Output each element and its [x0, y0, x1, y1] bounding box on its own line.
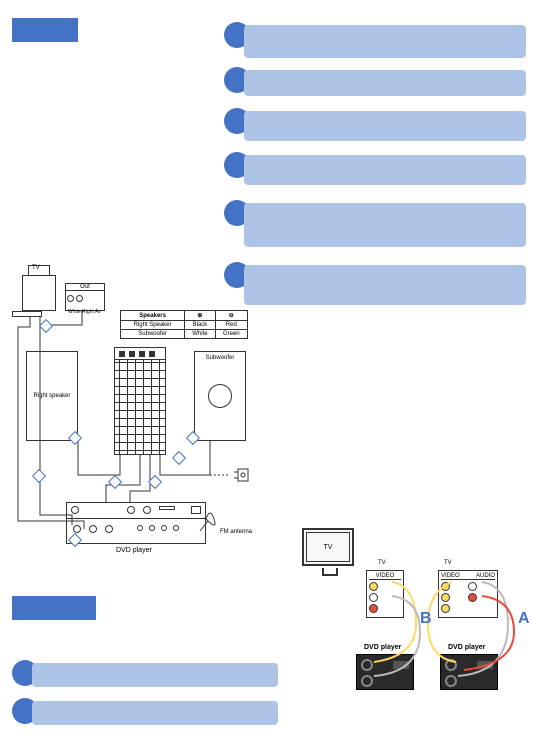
step-text	[244, 70, 526, 96]
tv-label: TV	[32, 265, 40, 271]
step-text	[244, 265, 526, 305]
section-header-2	[12, 596, 96, 620]
step-text	[32, 663, 278, 687]
step-text	[244, 111, 526, 141]
label-b: B	[420, 610, 432, 628]
step-text	[244, 203, 526, 247]
step-text	[32, 701, 278, 725]
step-text	[244, 25, 526, 58]
step-text	[244, 155, 526, 185]
section-header-1	[12, 18, 78, 42]
label-a: A	[518, 610, 530, 628]
wiring-diagram: TV Out White Right Av Speakers⊕⊖ Right S…	[10, 275, 256, 575]
connection-diagram-ab: TV TV TV VIDEO VIDEO AUDIO DVD player DV…	[296, 524, 528, 724]
